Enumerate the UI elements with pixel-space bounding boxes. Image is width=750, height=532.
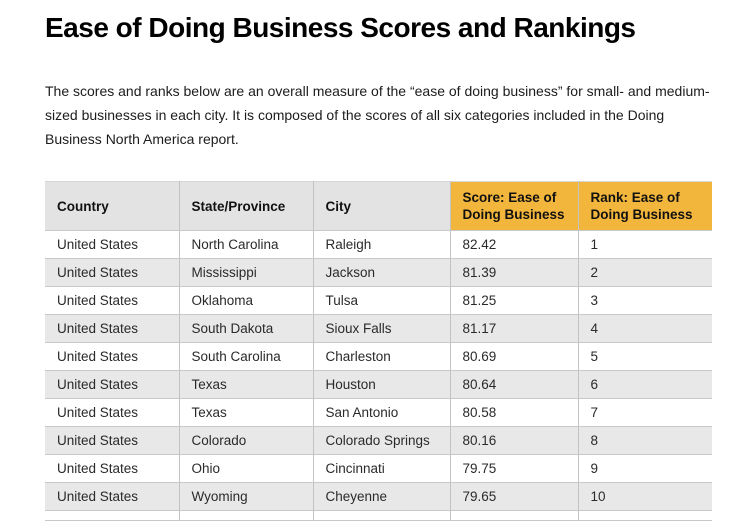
cell-country: United States (45, 314, 179, 343)
cell-country: United States (45, 258, 179, 287)
cell-state: Colorado (178, 426, 313, 455)
cell-score: 80.58 (449, 398, 578, 427)
cell-score: 81.25 (449, 286, 578, 315)
cell-rank: 7 (577, 398, 712, 427)
cell-score: 80.64 (449, 370, 578, 399)
cell-city: Sioux Falls (312, 314, 450, 343)
cell-city: Jackson (312, 258, 450, 287)
column-header-city: City (312, 181, 450, 231)
cell-state: Ohio (178, 454, 313, 483)
cell-city: Raleigh (312, 230, 450, 259)
table-row: United States South Dakota Sioux Falls 8… (45, 314, 712, 343)
cell-city: Houston (312, 370, 450, 399)
cell-city: San Antonio (312, 398, 450, 427)
cell-city: Cheyenne (312, 482, 450, 511)
cell-state: Texas (178, 370, 313, 399)
cell-rank: 1 (577, 230, 712, 259)
cell-state: Mississippi (178, 258, 313, 287)
cell-country: United States (45, 454, 179, 483)
cell-score: 82.42 (449, 230, 578, 259)
table-row: United States North Carolina Raleigh 82.… (45, 230, 712, 259)
column-header-country: Country (45, 181, 179, 231)
cell-state: North Carolina (178, 230, 313, 259)
table-row: United States Mississippi Jackson 81.39 … (45, 258, 712, 287)
cell-state: Wyoming (178, 482, 313, 511)
cell-city: Colorado Springs (312, 426, 450, 455)
cell-state: Texas (178, 398, 313, 427)
cell-country: United States (45, 426, 179, 455)
cell-score: 79.65 (449, 482, 578, 511)
table-row: United States Wyoming Cheyenne 79.65 10 (45, 482, 712, 511)
table-row: United States South Carolina Charleston … (45, 342, 712, 371)
cell-city: Charleston (312, 342, 450, 371)
cell-rank: 2 (577, 258, 712, 287)
table-header-row: Country State/Province City Score: Ease … (45, 181, 712, 231)
cell-country: United States (45, 482, 179, 511)
cell-country: United States (45, 342, 179, 371)
cell-score: 80.16 (449, 426, 578, 455)
cell-score: 80.69 (449, 342, 578, 371)
cell-score: 81.39 (449, 258, 578, 287)
table-row: United States Colorado Colorado Springs … (45, 426, 712, 455)
cell-city: Cincinnati (312, 454, 450, 483)
table-row: United States Texas Houston 80.64 6 (45, 370, 712, 399)
page-title: Ease of Doing Business Scores and Rankin… (45, 12, 636, 43)
cell-score: 81.17 (449, 314, 578, 343)
cell-rank: 10 (577, 482, 712, 511)
cell-rank: 6 (577, 370, 712, 399)
table-row: United States Oklahoma Tulsa 81.25 3 (45, 286, 712, 315)
cell-state: South Carolina (178, 342, 313, 371)
cell-state: South Dakota (178, 314, 313, 343)
cell-city: Tulsa (312, 286, 450, 315)
cell-state: Oklahoma (178, 286, 313, 315)
description-paragraph: The scores and ranks below are an overal… (45, 83, 710, 147)
cell-rank: 3 (577, 286, 712, 315)
column-header-rank: Rank: Ease of Doing Business (577, 181, 712, 231)
table-row: United States Ohio Cincinnati 79.75 9 (45, 454, 712, 483)
cell-rank: 8 (577, 426, 712, 455)
cell-rank: 9 (577, 454, 712, 483)
cell-score: 79.75 (449, 454, 578, 483)
ease-of-doing-business-table: Country State/Province City Score: Ease … (45, 181, 712, 521)
cell-country: United States (45, 286, 179, 315)
column-header-state-province: State/Province (178, 181, 313, 231)
table-row-partial (45, 510, 712, 521)
table-row: United States Texas San Antonio 80.58 7 (45, 398, 712, 427)
cell-country: United States (45, 370, 179, 399)
cell-country: United States (45, 230, 179, 259)
cell-rank: 4 (577, 314, 712, 343)
cell-rank: 5 (577, 342, 712, 371)
column-header-score: Score: Ease of Doing Business (449, 181, 578, 231)
cell-country: United States (45, 398, 179, 427)
